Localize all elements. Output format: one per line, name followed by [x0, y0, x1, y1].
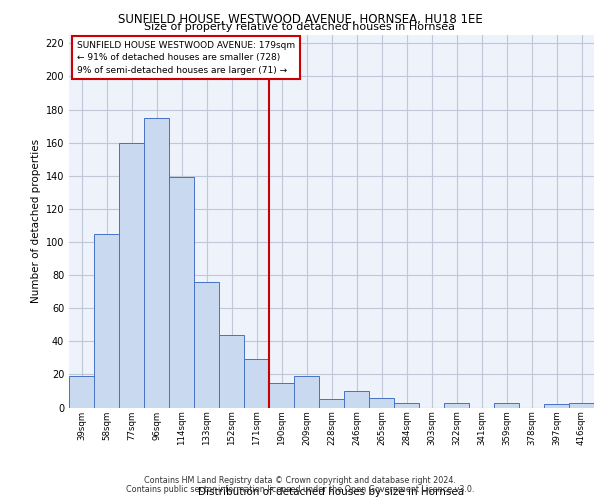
Bar	[394, 402, 419, 407]
Bar	[169, 178, 194, 408]
Bar	[194, 282, 219, 408]
Bar	[544, 404, 569, 407]
Text: Contains public sector information licensed under the Open Government Licence v3: Contains public sector information licen…	[126, 485, 474, 494]
X-axis label: Distribution of detached houses by size in Hornsea: Distribution of detached houses by size …	[199, 487, 464, 497]
Bar	[319, 399, 344, 407]
Text: SUNFIELD HOUSE WESTWOOD AVENUE: 179sqm
← 91% of detached houses are smaller (728: SUNFIELD HOUSE WESTWOOD AVENUE: 179sqm ←…	[77, 40, 295, 74]
Bar	[494, 402, 519, 407]
Bar	[69, 376, 94, 408]
Bar	[269, 382, 294, 407]
Bar	[244, 360, 269, 408]
Text: SUNFIELD HOUSE, WESTWOOD AVENUE, HORNSEA, HU18 1EE: SUNFIELD HOUSE, WESTWOOD AVENUE, HORNSEA…	[118, 12, 482, 26]
Text: Size of property relative to detached houses in Hornsea: Size of property relative to detached ho…	[145, 22, 455, 32]
Bar	[369, 398, 394, 407]
Bar	[444, 402, 469, 407]
Bar	[294, 376, 319, 408]
Bar	[344, 391, 369, 407]
Bar	[94, 234, 119, 408]
Bar	[569, 402, 594, 407]
Y-axis label: Number of detached properties: Number of detached properties	[31, 139, 41, 304]
Text: Contains HM Land Registry data © Crown copyright and database right 2024.: Contains HM Land Registry data © Crown c…	[144, 476, 456, 485]
Bar	[219, 334, 244, 407]
Bar	[119, 142, 144, 408]
Bar	[144, 118, 169, 408]
